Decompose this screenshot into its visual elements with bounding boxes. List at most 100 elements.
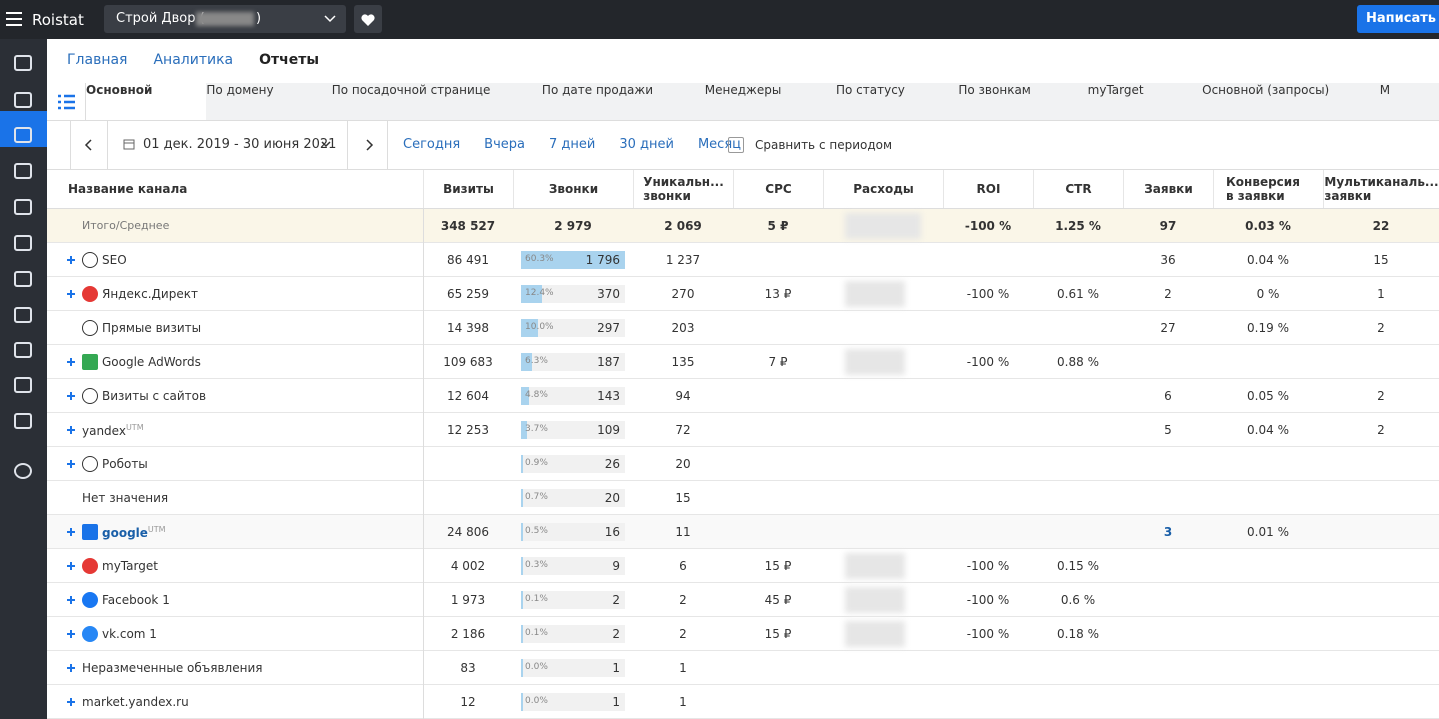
column-header[interactable]: CPC [733, 170, 823, 208]
nav-icon[interactable] [14, 55, 32, 71]
health-button[interactable] [354, 5, 382, 33]
quick-range[interactable]: 30 дней [619, 137, 674, 152]
chevron [321, 141, 331, 148]
channel-name[interactable]: Роботы [102, 457, 148, 471]
nav-icon[interactable] [14, 163, 32, 179]
channel-name[interactable]: Неразмеченные объявления [82, 661, 263, 675]
quick-range[interactable]: 7 дней [549, 137, 596, 152]
tab[interactable]: myTarget [1087, 83, 1144, 97]
channel-name[interactable]: vk.com 1 [102, 627, 157, 641]
cell-value: -100 % [966, 593, 1010, 607]
column-header[interactable]: Уникальн... звонки [633, 170, 733, 208]
column-header[interactable]: Звонки [513, 170, 633, 208]
nav-icon[interactable] [14, 342, 32, 358]
channel-name[interactable]: Facebook 1 [102, 593, 170, 607]
share-track: 6.3% 187 [521, 353, 625, 371]
tab[interactable]: Менеджеры [704, 83, 782, 97]
tab[interactable]: По посадочной странице [331, 83, 491, 97]
write-button[interactable]: Написать в [1357, 5, 1439, 33]
channel-name[interactable]: Прямые визиты [102, 321, 202, 335]
expand-icon[interactable] [70, 596, 72, 604]
divider [347, 121, 348, 169]
channel-name[interactable]: Нет значения [82, 491, 169, 505]
nav-icon[interactable] [14, 235, 32, 251]
quick-range[interactable]: Месяц [697, 137, 741, 152]
channel-name[interactable]: Визиты с сайтов [102, 389, 207, 403]
menu-icon[interactable] [6, 11, 22, 27]
column-header[interactable]: CTR [1033, 170, 1123, 208]
share-track: 0.9% 26 [521, 455, 625, 473]
share-bar [521, 251, 625, 269]
quick-range[interactable]: Вчера [484, 137, 525, 152]
cell-value: 0.03 % [1245, 219, 1291, 233]
prev[interactable] [83, 139, 93, 151]
nav-icon[interactable] [14, 199, 32, 215]
channel-icon [82, 388, 98, 404]
column-header[interactable]: ROI [943, 170, 1033, 208]
tab[interactable]: Основной (запросы) [1202, 83, 1330, 97]
tab[interactable]: По домену [206, 83, 274, 97]
channel-name[interactable]: SEO [102, 253, 127, 267]
expand-icon[interactable] [70, 528, 72, 536]
nav-icon[interactable] [14, 463, 32, 479]
table-row: Роботы 0.9% 26 20 [47, 447, 1439, 481]
expand-icon[interactable] [70, 290, 72, 298]
crumb[interactable]: Аналитика [153, 52, 234, 68]
tab[interactable]: По звонкам [958, 83, 1031, 97]
column-header[interactable]: Конверсия в заявки [1213, 170, 1323, 208]
calls-value: 2 [612, 593, 620, 607]
share-track: 0.3% 9 [521, 557, 625, 575]
channel-icon [82, 252, 98, 268]
checkbox[interactable] [728, 137, 744, 153]
column-header[interactable]: Заявки [1123, 170, 1213, 208]
list-view[interactable] [47, 83, 86, 120]
nav-icon[interactable] [14, 127, 32, 143]
cell-value: 0 % [1256, 287, 1280, 301]
tab[interactable]: По дате продажи [541, 83, 654, 97]
blurred-expense [845, 349, 905, 375]
expand-icon[interactable] [70, 664, 72, 672]
project-end: ) [256, 11, 262, 26]
nav-icon[interactable] [14, 92, 32, 108]
project-select[interactable]: Строй Двор ( ) [104, 5, 346, 33]
expand-icon[interactable] [70, 392, 72, 400]
crumb: Отчеты [259, 52, 320, 68]
calls-value: 20 [604, 491, 620, 505]
channel-name[interactable]: Яндекс.Директ [102, 287, 198, 301]
cell-value: 20 [675, 457, 691, 471]
column-header[interactable]: Визиты [423, 170, 513, 208]
channel-name[interactable]: Google AdWords [102, 355, 201, 369]
cell-value: 1.25 % [1055, 219, 1101, 233]
brand: Roistat [32, 11, 84, 29]
superscript: UTM [147, 525, 166, 534]
date-range[interactable]: 01 дек. 2019 - 30 июня 2021 [143, 137, 337, 152]
channel-name[interactable]: googleUTM [102, 525, 166, 540]
channel-name[interactable]: market.yandex.ru [82, 695, 189, 709]
column-header[interactable]: Расходы [823, 170, 943, 208]
expand-icon[interactable] [70, 358, 72, 366]
calls-value: 297 [597, 321, 620, 335]
nav-icon[interactable] [14, 271, 32, 287]
crumb[interactable]: Главная [67, 52, 128, 68]
tab[interactable]: По статусу [836, 83, 905, 97]
channel-name[interactable]: myTarget [102, 559, 158, 573]
column-header[interactable]: Мультиканаль... заявки [1323, 170, 1439, 208]
next[interactable] [365, 139, 375, 151]
table-row: myTarget 4 002 0.3% 9 6 15 ₽ -100 % 0.15 % [47, 549, 1439, 583]
expand-icon[interactable] [70, 426, 72, 434]
expand-icon[interactable] [70, 698, 72, 706]
expand-icon[interactable] [70, 460, 72, 468]
cell-value: 3 [1163, 525, 1173, 539]
tab[interactable]: М [1379, 83, 1391, 97]
expand-icon[interactable] [70, 256, 72, 264]
channel-name[interactable]: yandexUTM [82, 423, 144, 438]
expand-icon[interactable] [70, 630, 72, 638]
divider [423, 481, 424, 515]
top-bar: Roistat Строй Двор ( ) Написать в [0, 0, 1439, 39]
quick-range[interactable]: Сегодня [403, 137, 461, 152]
expand-icon[interactable] [70, 562, 72, 570]
tab[interactable]: Основной [86, 83, 207, 120]
nav-icon[interactable] [14, 377, 32, 393]
nav-icon[interactable] [14, 413, 32, 429]
nav-icon[interactable] [14, 307, 32, 323]
